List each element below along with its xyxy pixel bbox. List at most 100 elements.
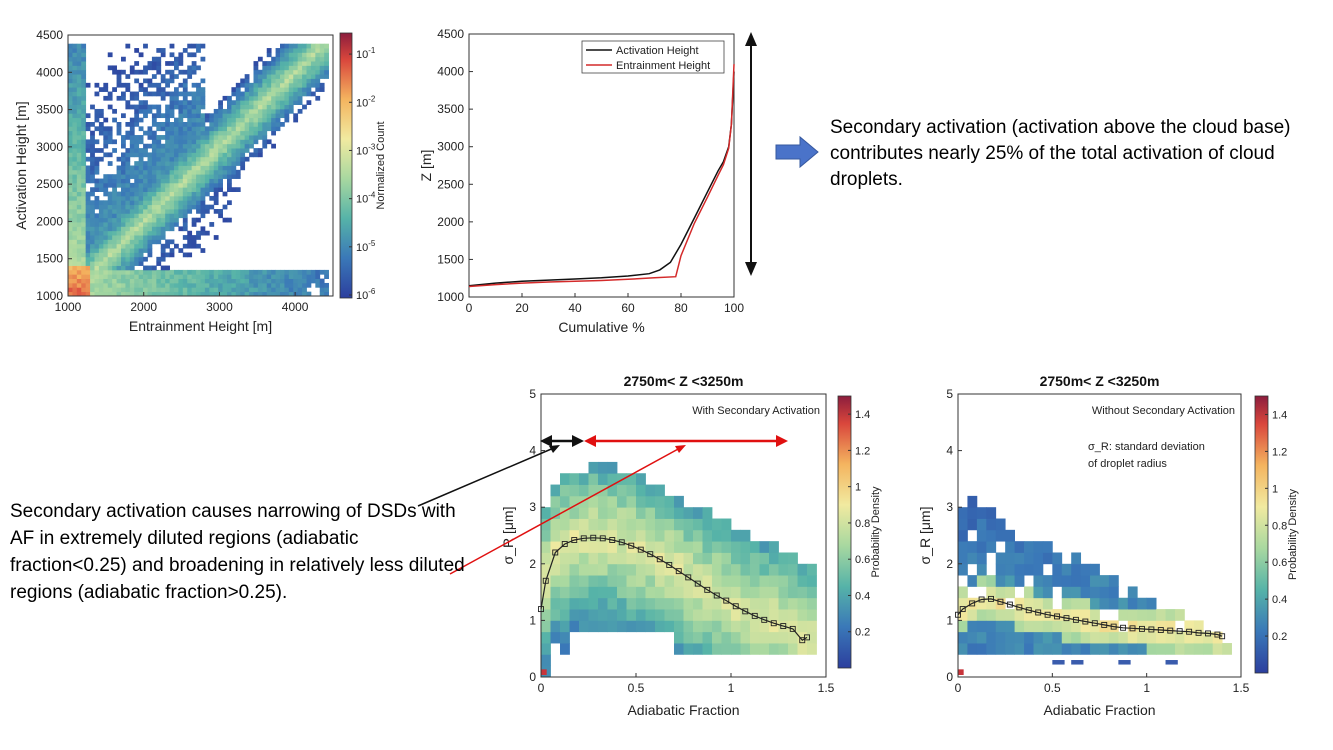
heatmap-cell bbox=[1165, 660, 1178, 665]
heatmap-cell bbox=[129, 91, 135, 97]
heatmap-cell bbox=[222, 191, 228, 197]
heatmap-cell bbox=[98, 187, 104, 192]
heatmap-cell bbox=[257, 87, 263, 92]
heatmap-cell bbox=[1118, 597, 1129, 610]
heatmap-cell bbox=[116, 243, 122, 249]
heatmap-cell bbox=[68, 235, 73, 240]
heatmap-cell bbox=[169, 100, 175, 105]
heatmap-cell bbox=[191, 65, 197, 71]
heatmap-cell bbox=[182, 104, 188, 110]
heatmap-cell bbox=[788, 575, 798, 587]
heatmap-cell bbox=[579, 495, 589, 508]
heatmap-cell bbox=[262, 61, 268, 66]
heatmap-cell bbox=[156, 165, 162, 171]
heatmap-cell bbox=[85, 122, 91, 127]
heatmap-cell bbox=[174, 87, 179, 92]
heatmap-cell bbox=[81, 269, 87, 275]
y-tick-label: 4500 bbox=[36, 28, 63, 42]
heatmap-cell bbox=[72, 74, 78, 79]
heatmap-cell bbox=[1033, 552, 1044, 565]
heatmap-cell bbox=[138, 135, 144, 140]
heatmap-cell bbox=[231, 117, 237, 123]
heatmap-cell bbox=[68, 148, 73, 153]
heatmap-cell bbox=[200, 226, 206, 232]
colorbar-tick-label: 10-5 bbox=[356, 239, 376, 254]
heatmap-cell bbox=[288, 104, 294, 110]
heatmap-cell bbox=[112, 291, 117, 297]
heatmap-cell bbox=[607, 484, 618, 497]
heatmap-cell bbox=[209, 182, 215, 188]
heatmap-cell bbox=[664, 495, 675, 508]
heatmap-cell bbox=[81, 287, 87, 293]
heatmap-cell bbox=[560, 609, 570, 621]
heatmap-cell bbox=[169, 139, 175, 145]
heatmap-cell bbox=[98, 235, 104, 240]
mean-marker bbox=[542, 577, 549, 584]
heatmap-cell bbox=[209, 204, 215, 210]
heatmap-cell bbox=[227, 174, 232, 179]
heatmap-cell bbox=[103, 87, 109, 92]
heatmap-cell bbox=[244, 287, 250, 293]
heatmap-cell bbox=[227, 152, 232, 158]
heatmap-cell bbox=[169, 165, 175, 171]
heatmap-cell bbox=[165, 209, 170, 214]
heatmap-cell bbox=[1174, 643, 1185, 655]
heatmap-cell bbox=[143, 43, 148, 49]
heatmap-cell bbox=[196, 113, 201, 119]
heatmap-cell bbox=[156, 161, 162, 166]
heatmap-cell bbox=[134, 282, 140, 288]
heatmap-cell bbox=[721, 518, 732, 531]
colorbar-tick-label: 1.4 bbox=[1272, 409, 1287, 421]
heatmap-cell bbox=[103, 278, 109, 284]
heatmap-cell bbox=[156, 235, 162, 240]
heatmap-cell bbox=[235, 117, 241, 123]
heatmap-cell bbox=[759, 552, 770, 565]
heatmap-cell bbox=[683, 643, 694, 655]
heatmap-cell bbox=[674, 495, 684, 508]
heatmap-cell bbox=[81, 291, 87, 297]
heatmap-cell bbox=[160, 182, 166, 188]
heatmap-cell bbox=[227, 282, 232, 288]
heatmap-cell bbox=[550, 529, 561, 542]
heatmap-cell bbox=[231, 91, 237, 97]
heatmap-cell bbox=[182, 191, 188, 197]
heatmap-cell bbox=[655, 529, 665, 542]
heatmap-cell bbox=[200, 148, 206, 153]
heatmap-cell bbox=[1052, 552, 1063, 565]
heatmap-cell bbox=[165, 135, 170, 140]
heatmap-cell bbox=[182, 217, 188, 223]
heatmap-cell bbox=[191, 91, 197, 97]
heatmap-cell bbox=[204, 117, 210, 123]
heatmap-cell bbox=[147, 204, 153, 210]
heatmap-cell bbox=[257, 278, 263, 284]
heatmap-cell bbox=[227, 130, 232, 136]
narrowing-note: Secondary activation causes narrowing of… bbox=[10, 501, 465, 603]
heatmap-cell bbox=[645, 609, 656, 621]
heatmap-cell bbox=[187, 200, 193, 206]
heatmap-cell bbox=[541, 654, 551, 667]
heatmap-cell bbox=[178, 282, 184, 288]
y-tick-label: 1500 bbox=[437, 252, 464, 266]
heatmap-cell bbox=[655, 495, 665, 508]
heatmap-cell bbox=[143, 87, 148, 92]
heatmap-cell bbox=[191, 287, 197, 293]
heatmap-cell bbox=[240, 100, 246, 105]
heatmap-cell bbox=[249, 269, 254, 275]
heatmap-cell bbox=[112, 256, 117, 262]
heatmap-cell bbox=[125, 200, 131, 206]
heatmap-cell bbox=[81, 261, 87, 266]
heatmap-cell bbox=[68, 174, 73, 179]
heatmap-cell bbox=[147, 222, 153, 227]
heatmap-cell bbox=[160, 252, 166, 258]
heatmap-cell bbox=[151, 287, 157, 293]
heatmap-cell bbox=[607, 529, 618, 542]
y-tick-label: 1500 bbox=[36, 252, 63, 266]
heatmap-cell bbox=[218, 104, 223, 110]
heatmap-cell bbox=[721, 597, 732, 610]
heatmap-cell bbox=[72, 122, 78, 127]
heatmap-cell bbox=[68, 291, 73, 297]
red-arrow-head-right bbox=[776, 435, 788, 447]
heatmap-cell bbox=[125, 135, 131, 140]
heatmap-cell bbox=[218, 165, 223, 171]
heatmap-cell bbox=[121, 274, 126, 279]
